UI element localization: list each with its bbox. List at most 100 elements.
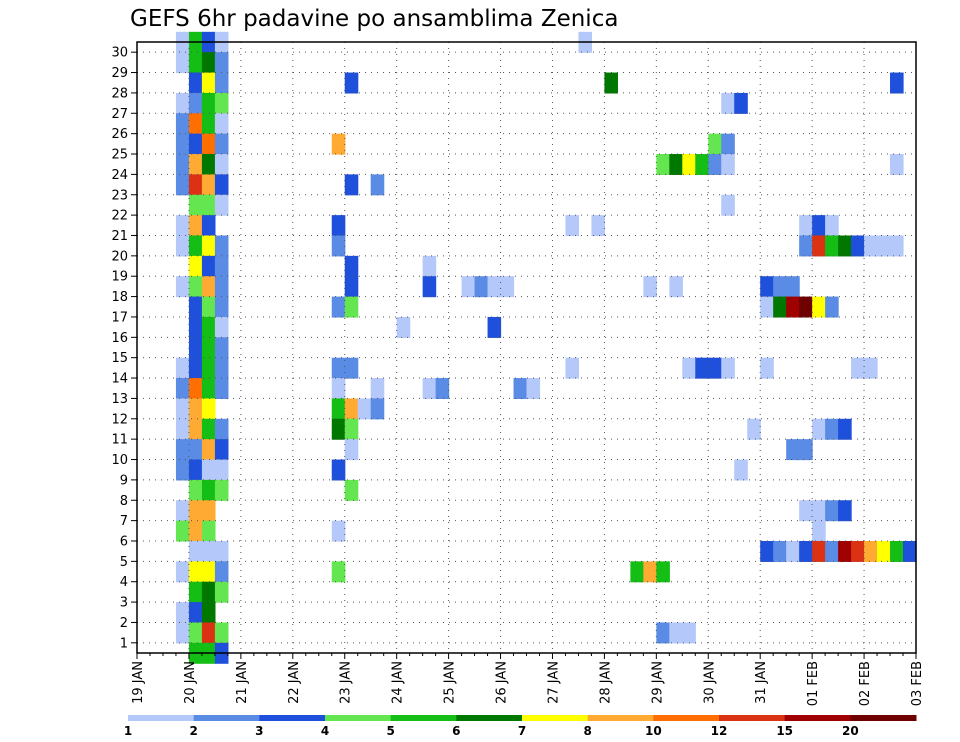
heatmap-cell xyxy=(188,154,203,175)
heatmap-cell xyxy=(474,276,489,298)
heatmap-cell xyxy=(331,296,346,318)
y-tick-label: 20 xyxy=(111,249,128,264)
heatmap-cell xyxy=(877,235,891,257)
heatmap-cell xyxy=(214,113,229,135)
heatmap-cell xyxy=(331,378,346,400)
heatmap-cell xyxy=(201,255,216,277)
heatmap-cell xyxy=(175,52,190,74)
y-tick-label: 23 xyxy=(111,188,128,203)
heatmap-cell xyxy=(214,378,229,400)
heatmap-cell xyxy=(188,235,203,257)
heatmap-cell xyxy=(877,540,891,562)
heatmap-cell xyxy=(396,316,411,338)
heatmap-cell xyxy=(201,418,216,440)
heatmap-cell xyxy=(188,459,203,481)
heatmap-cell xyxy=(760,540,774,562)
heatmap-cell xyxy=(201,154,216,175)
y-tick-label: 26 xyxy=(111,127,128,142)
x-tick-label: 19 JAN xyxy=(131,661,146,704)
heatmap-cell xyxy=(188,194,203,216)
heatmap-cell xyxy=(331,520,346,542)
colorbar-swatch xyxy=(850,715,917,721)
heatmap-cell xyxy=(760,276,774,298)
heatmap-cell xyxy=(682,622,696,644)
colorbar-swatch xyxy=(719,715,786,721)
heatmap-cell xyxy=(487,316,502,338)
y-tick-label: 9 xyxy=(120,473,128,488)
x-tick-label: 27 JAN xyxy=(546,661,561,704)
heatmap-cell xyxy=(812,296,826,318)
heatmap-cell xyxy=(214,52,229,74)
heatmap-cell xyxy=(201,316,216,338)
heatmap-cell xyxy=(487,276,502,298)
heatmap-cells xyxy=(175,31,917,664)
heatmap-cell xyxy=(786,439,800,461)
heatmap-cell xyxy=(175,602,190,624)
x-tick-label: 01 FEB xyxy=(806,661,821,706)
y-tick-label: 30 xyxy=(111,46,128,61)
heatmap-cell xyxy=(175,276,190,298)
heatmap-cell xyxy=(188,296,203,318)
x-tick-label: 02 FEB xyxy=(858,661,873,706)
heatmap-cell xyxy=(188,215,203,237)
y-tick-label: 17 xyxy=(111,310,128,325)
heatmap-cell xyxy=(188,500,203,522)
heatmap-cell xyxy=(201,52,216,74)
heatmap-cell xyxy=(214,479,229,501)
heatmap-cell xyxy=(812,500,826,522)
heatmap-cell xyxy=(500,276,515,298)
heatmap-cell xyxy=(344,439,359,461)
y-axis: 1234567891011121314151617181920212223242… xyxy=(111,46,137,651)
y-tick-label: 25 xyxy=(111,148,128,163)
heatmap-cell xyxy=(188,174,203,196)
chart-title: GEFS 6hr padavine po ansamblima Zenica xyxy=(130,6,618,32)
heatmap-cell xyxy=(201,215,216,237)
heatmap-cell xyxy=(890,72,904,94)
heatmap-cell xyxy=(812,418,826,440)
heatmap-cell xyxy=(838,418,852,440)
heatmap-cell xyxy=(344,72,359,94)
y-tick-label: 1 xyxy=(120,636,128,651)
heatmap-cell xyxy=(370,378,385,400)
heatmap-cell xyxy=(214,276,229,298)
heatmap-cell xyxy=(188,520,203,542)
colorbar-label: 12 xyxy=(711,724,728,738)
heatmap-cell xyxy=(201,337,216,359)
heatmap-cell xyxy=(201,398,216,420)
heatmap-cell xyxy=(903,540,917,562)
y-tick-label: 21 xyxy=(111,229,128,244)
heatmap-cell xyxy=(201,561,216,583)
x-tick-label: 28 JAN xyxy=(598,661,613,704)
colorbar-label: 15 xyxy=(776,724,793,738)
heatmap-cell xyxy=(188,357,203,379)
y-tick-label: 29 xyxy=(111,66,128,81)
y-tick-label: 19 xyxy=(111,270,128,285)
heatmap-cell xyxy=(175,357,190,379)
heatmap-cell xyxy=(721,154,735,175)
colorbar-swatch xyxy=(128,715,195,721)
y-tick-label: 27 xyxy=(111,107,128,122)
heatmap-cell xyxy=(175,378,190,400)
heatmap-cell xyxy=(747,418,761,440)
heatmap-cell xyxy=(799,215,813,237)
heatmap-cell xyxy=(201,296,216,318)
y-tick-label: 28 xyxy=(111,86,128,101)
heatmap-cell xyxy=(344,418,359,440)
heatmap-cell xyxy=(331,398,346,420)
heatmap-cell xyxy=(799,439,813,461)
heatmap-cell xyxy=(864,357,878,379)
heatmap-cell xyxy=(331,133,346,155)
heatmap-cell xyxy=(838,540,852,562)
heatmap-cell xyxy=(669,276,683,298)
y-tick-label: 10 xyxy=(111,453,128,468)
colorbar-label: 20 xyxy=(842,724,859,738)
heatmap-cell xyxy=(201,92,216,114)
x-tick-label: 30 JAN xyxy=(702,661,717,704)
heatmap-cell xyxy=(201,235,216,257)
heatmap-cell xyxy=(201,194,216,216)
colorbar-label: 7 xyxy=(518,724,526,738)
heatmap-cell xyxy=(344,174,359,196)
heatmap-cell xyxy=(565,357,580,379)
heatmap-cell xyxy=(760,357,774,379)
heatmap-cell xyxy=(201,174,216,196)
